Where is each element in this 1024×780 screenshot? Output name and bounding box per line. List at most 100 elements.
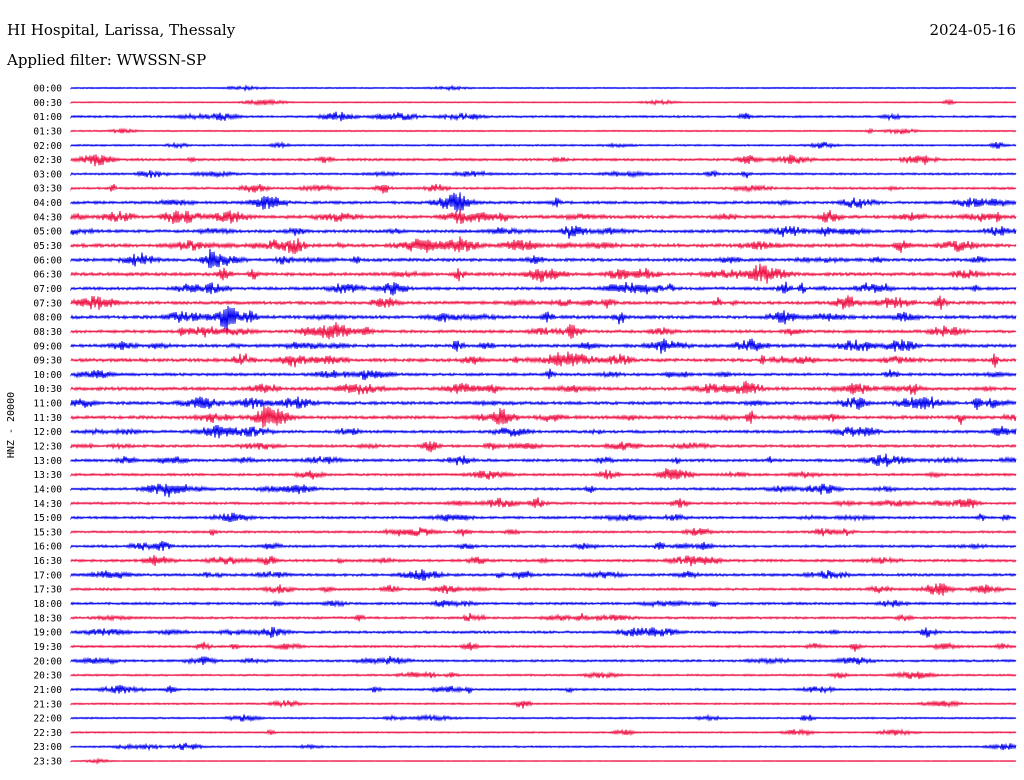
seismic-trace-row [70,742,1017,752]
time-tick-label: 04:30 [33,212,62,223]
seismic-trace-row [70,728,1017,737]
time-tick-label: 04:00 [33,198,62,209]
time-tick-label: 22:00 [33,714,62,725]
seismic-trace-row [70,583,1017,596]
seismic-trace-row [70,527,1017,537]
seismic-trace-row [70,322,1017,340]
seismic-trace-row [70,169,1017,179]
seismic-trace-row [70,380,1017,395]
time-tick-label: 06:30 [33,270,62,281]
time-tick-label: 00:30 [33,98,62,109]
seismic-trace-row [70,183,1017,194]
time-tick-label: 11:30 [33,413,62,424]
time-tick-label: 13:30 [33,470,62,481]
seismic-trace-row [70,424,1017,439]
seismic-trace-row [70,555,1017,567]
seismic-trace-row [70,111,1017,122]
seismic-trace-row [70,154,1017,167]
seismic-trace-row [70,641,1017,652]
time-tick-label: 13:00 [33,456,62,467]
time-tick-label: 03:30 [33,184,62,195]
seismic-trace-row [70,368,1017,381]
time-tick-label: 11:00 [33,399,62,410]
seismic-trace-row [70,757,1017,765]
y-axis-label: HNZ - 20000 [6,392,17,458]
time-tick-label: 19:00 [33,628,62,639]
time-tick-label: 18:30 [33,613,62,624]
time-tick-label: 05:00 [33,227,62,238]
time-tick-label: 18:00 [33,599,62,610]
time-tick-label: 02:00 [33,141,62,152]
seismic-trace-row [70,98,1017,107]
station-title: HI Hospital, Larissa, Thessaly [7,21,236,39]
time-tick-label: 22:30 [33,728,62,739]
seismic-trace-row [70,192,1017,212]
time-tick-label: 14:30 [33,499,62,510]
seismic-trace-row [70,305,1017,332]
seismic-trace-row [70,396,1017,410]
time-tick-label: 10:00 [33,370,62,381]
time-tick-label: 08:30 [33,327,62,338]
time-tick-label: 17:00 [33,570,62,581]
seismic-trace-row [70,406,1017,428]
seismic-trace-row [70,263,1017,284]
time-tick-label: 12:30 [33,442,62,453]
seismic-trace-row [70,295,1017,310]
seismic-trace-row [70,468,1017,480]
seismic-trace-row [70,684,1017,695]
time-tick-label: 15:30 [33,527,62,538]
time-tick-label: 21:00 [33,685,62,696]
time-tick-label: 12:00 [33,427,62,438]
seismic-trace-row [70,599,1017,609]
seismic-trace-row [70,441,1017,453]
time-tick-label: 09:30 [33,356,62,367]
time-tick-label: 23:30 [33,757,62,768]
time-tick-label: 20:30 [33,671,62,682]
seismic-trace-row [70,483,1017,498]
seismic-trace-row [70,281,1017,296]
seismic-trace-row [70,699,1017,709]
seismic-trace-row [70,236,1017,255]
time-tick-label: 15:00 [33,513,62,524]
seismic-trace-row [70,713,1017,723]
time-tick-label: 20:00 [33,656,62,667]
time-tick-label: 00:00 [33,84,62,95]
time-tick-label: 14:00 [33,484,62,495]
time-tick-label: 10:30 [33,384,62,395]
seismic-trace-row [70,351,1017,368]
seismic-trace-row [70,209,1017,225]
seismic-trace-row [70,540,1017,551]
seismic-trace-row [70,225,1017,239]
time-tick-label: 07:00 [33,284,62,295]
time-tick-label: 16:30 [33,556,62,567]
time-tick-label: 06:00 [33,255,62,266]
time-tick-label: 19:30 [33,642,62,653]
seismic-trace-row [70,512,1017,523]
seismic-trace-row [70,338,1017,354]
time-tick-label: 05:30 [33,241,62,252]
time-tick-label: 08:00 [33,313,62,324]
seismic-trace-row [70,613,1017,622]
seismic-trace-row [70,497,1017,509]
filter-label: Applied filter: WWSSN-SP [7,51,207,69]
time-tick-label: 03:00 [33,169,62,180]
time-tick-label: 21:30 [33,699,62,710]
seismic-trace-row [70,626,1017,638]
seismic-trace-row [70,655,1017,666]
time-tick-label: 02:30 [33,155,62,166]
seismic-trace-row [70,453,1017,467]
date-label: 2024-05-16 [929,21,1016,39]
time-tick-label: 01:00 [33,112,62,123]
time-tick-label: 16:00 [33,542,62,553]
time-tick-label: 01:30 [33,126,62,137]
seismic-trace-row [70,84,1017,92]
seismic-trace-row [70,140,1017,150]
seismic-trace-row [70,127,1017,136]
time-tick-label: 23:00 [33,742,62,753]
time-tick-label: 09:00 [33,341,62,352]
seismic-trace-row [70,248,1017,269]
seismic-trace-row [70,569,1017,581]
time-tick-label: 17:30 [33,585,62,596]
time-tick-label: 07:30 [33,298,62,309]
